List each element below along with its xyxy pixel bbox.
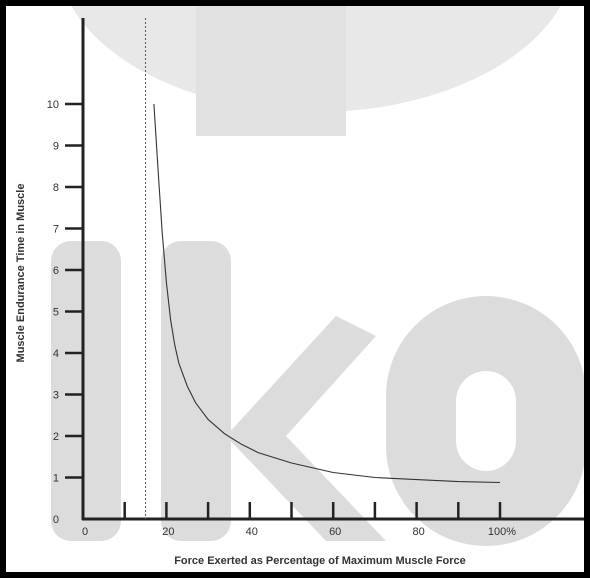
x-tick-label-40: 40 (246, 526, 258, 538)
y-tick-label-8: 8 (53, 182, 59, 194)
y-tick-label-1: 1 (53, 473, 59, 485)
watermark-letter-l (51, 241, 121, 541)
watermark-letter-k-stem (161, 241, 231, 541)
y-tick-label-10: 10 (47, 99, 59, 111)
y-tick-label-4: 4 (53, 348, 59, 360)
y-tick-label-6: 6 (53, 265, 59, 277)
line-chart: 0 1 2 3 4 5 6 7 8 9 10 0 20 40 60 80 100% Force Exerted … (15, 6, 584, 567)
watermark-letter-bar (196, 6, 346, 136)
y-tick-label-9: 9 (53, 141, 59, 153)
tick-labels: 0 1 2 3 4 5 6 7 8 9 10 0 20 40 60 80 100% (47, 99, 517, 538)
x-tick-label-0: 0 (82, 526, 88, 538)
watermark (51, 6, 584, 546)
x-tick-label-20: 20 (162, 526, 174, 538)
chart-frame: 0 1 2 3 4 5 6 7 8 9 10 0 20 40 60 80 100% Force Exerted … (6, 6, 584, 572)
x-tick-label-80: 80 (412, 526, 424, 538)
y-tick-label-7: 7 (53, 224, 59, 236)
x-tick-label-60: 60 (329, 526, 341, 538)
y-axis-label: Muscle Endurance Time in Muscle (15, 184, 27, 363)
series-line-0 (153, 103, 501, 484)
y-tick-label-3: 3 (53, 390, 59, 402)
y-tick-label-5: 5 (53, 307, 59, 319)
y-tick-label-0: 0 (53, 514, 59, 526)
watermark-letter-k-arm (226, 316, 386, 541)
x-axis-label: Force Exerted as Percentage of Maximum M… (174, 555, 466, 567)
y-tick-label-2: 2 (53, 431, 59, 443)
series (153, 103, 501, 484)
ticks (65, 102, 502, 519)
x-tick-label-100%: 100% (488, 526, 516, 538)
watermark-letter-o (386, 296, 584, 546)
